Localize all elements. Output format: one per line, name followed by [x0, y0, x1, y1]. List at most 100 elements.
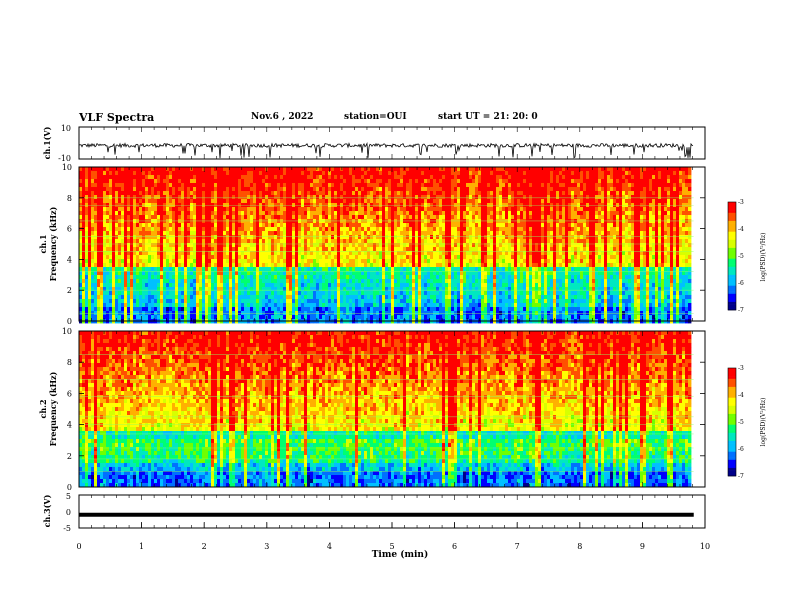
- spectrogram-cell: [172, 275, 176, 280]
- spectrogram-cell: [259, 291, 263, 296]
- spectrogram-cell: [253, 215, 257, 220]
- spectrogram-cell: [94, 179, 98, 184]
- spectrogram-cell: [133, 307, 137, 312]
- spectrogram-cell: [292, 307, 296, 312]
- spectrogram-cell: [337, 283, 341, 288]
- spectrogram-cell: [328, 291, 332, 296]
- spectrogram-cell: [202, 199, 206, 204]
- spectrogram-cell: [454, 295, 458, 300]
- spectrogram-cell: [91, 307, 95, 312]
- spectrogram-cell: [82, 251, 86, 256]
- spectrogram-cell: [109, 307, 113, 312]
- spectrogram-cell: [364, 283, 368, 288]
- spectrogram-cell: [304, 235, 308, 240]
- spectrogram-cell: [349, 271, 353, 276]
- spectrogram-cell: [172, 187, 176, 192]
- spectrogram-cell: [370, 259, 374, 264]
- spectrogram-cell: [409, 239, 413, 244]
- spectrogram-cell: [445, 267, 449, 272]
- spectrogram-cell: [337, 247, 341, 252]
- spectrogram-cell: [208, 183, 212, 188]
- spectrogram-cell: [256, 239, 260, 244]
- spectrogram-cell: [355, 223, 359, 228]
- spectrogram-cell: [187, 175, 191, 180]
- spectrogram-cell: [388, 287, 392, 292]
- spectrogram-cell: [259, 315, 263, 320]
- spectrogram-cell: [256, 279, 260, 284]
- spectrogram-cell: [361, 307, 365, 312]
- spectrogram-cell: [175, 231, 179, 236]
- spectrogram-cell: [124, 239, 128, 244]
- spectrogram-cell: [376, 247, 380, 252]
- spectrogram-cell: [436, 179, 440, 184]
- spectrogram-cell: [427, 195, 431, 200]
- spectrogram-cell: [391, 215, 395, 220]
- spectrogram-cell: [154, 227, 158, 232]
- spectrogram-cell: [337, 295, 341, 300]
- spectrogram-cell: [154, 171, 158, 176]
- spectrogram-cell: [373, 239, 377, 244]
- spectrogram-cell: [253, 179, 257, 184]
- spectrogram-cell: [430, 267, 434, 272]
- spectrogram-cell: [310, 167, 314, 172]
- spectrogram-cell: [346, 171, 350, 176]
- spectrogram-cell: [187, 279, 191, 284]
- spectrogram-cell: [415, 243, 419, 248]
- spectrogram-cell: [169, 187, 173, 192]
- spectrogram-cell: [103, 171, 107, 176]
- spectrogram-cell: [154, 295, 158, 300]
- spectrogram-cell: [124, 211, 128, 216]
- spectrogram-cell: [460, 231, 464, 236]
- spectrogram-cell: [346, 271, 350, 276]
- spectrogram-cell: [94, 187, 98, 192]
- spectrogram-cell: [337, 215, 341, 220]
- spectrogram-cell: [421, 215, 425, 220]
- spectrogram-cell: [367, 303, 371, 308]
- spectrogram-cell: [130, 235, 134, 240]
- spectrogram-cell: [265, 247, 269, 252]
- spectrogram-cell: [268, 167, 272, 172]
- spectrogram-cell: [109, 291, 113, 296]
- spectrogram-cell: [460, 215, 464, 220]
- spectrogram-cell: [448, 191, 452, 196]
- spectrogram-cell: [139, 291, 143, 296]
- spectrogram-cell: [217, 251, 221, 256]
- spectrogram-cell: [226, 275, 230, 280]
- spectrogram-cell: [292, 179, 296, 184]
- spectrogram-cell: [319, 207, 323, 212]
- spectrogram-cell: [250, 199, 254, 204]
- spectrogram-cell: [265, 239, 269, 244]
- spectrogram-cell: [394, 211, 398, 216]
- spectrogram-cell: [340, 179, 344, 184]
- spectrogram-cell: [229, 279, 233, 284]
- spectrogram-cell: [337, 303, 341, 308]
- spectrogram-cell: [388, 227, 392, 232]
- spectrogram-cell: [376, 299, 380, 304]
- spectrogram-cell: [358, 255, 362, 260]
- spectrogram-cell: [79, 287, 83, 292]
- spectrogram-cell: [277, 179, 281, 184]
- spectrogram-cell: [295, 243, 299, 248]
- spectrogram-cell: [373, 195, 377, 200]
- spectrogram-cell: [337, 227, 341, 232]
- spectrogram-cell: [172, 287, 176, 292]
- spectrogram-cell: [424, 195, 428, 200]
- spectrogram-cell: [316, 299, 320, 304]
- spectrogram-cell: [217, 307, 221, 312]
- spectrogram-cell: [346, 291, 350, 296]
- spectrogram-cell: [172, 227, 176, 232]
- spectrogram-cell: [235, 175, 239, 180]
- spectrogram-cell: [358, 279, 362, 284]
- spectrogram-cell: [445, 215, 449, 220]
- spectrogram-cell: [91, 287, 95, 292]
- spectrogram-cell: [184, 255, 188, 260]
- spectrogram-cell: [154, 251, 158, 256]
- spectrogram-cell: [184, 199, 188, 204]
- spectrogram-cell: [418, 247, 422, 252]
- spectrogram-cell: [106, 211, 110, 216]
- spectrogram-cell: [397, 271, 401, 276]
- spectrogram-cell: [337, 275, 341, 280]
- spectrogram-cell: [424, 183, 428, 188]
- spectrogram-cell: [82, 247, 86, 252]
- spectrogram-cell: [298, 179, 302, 184]
